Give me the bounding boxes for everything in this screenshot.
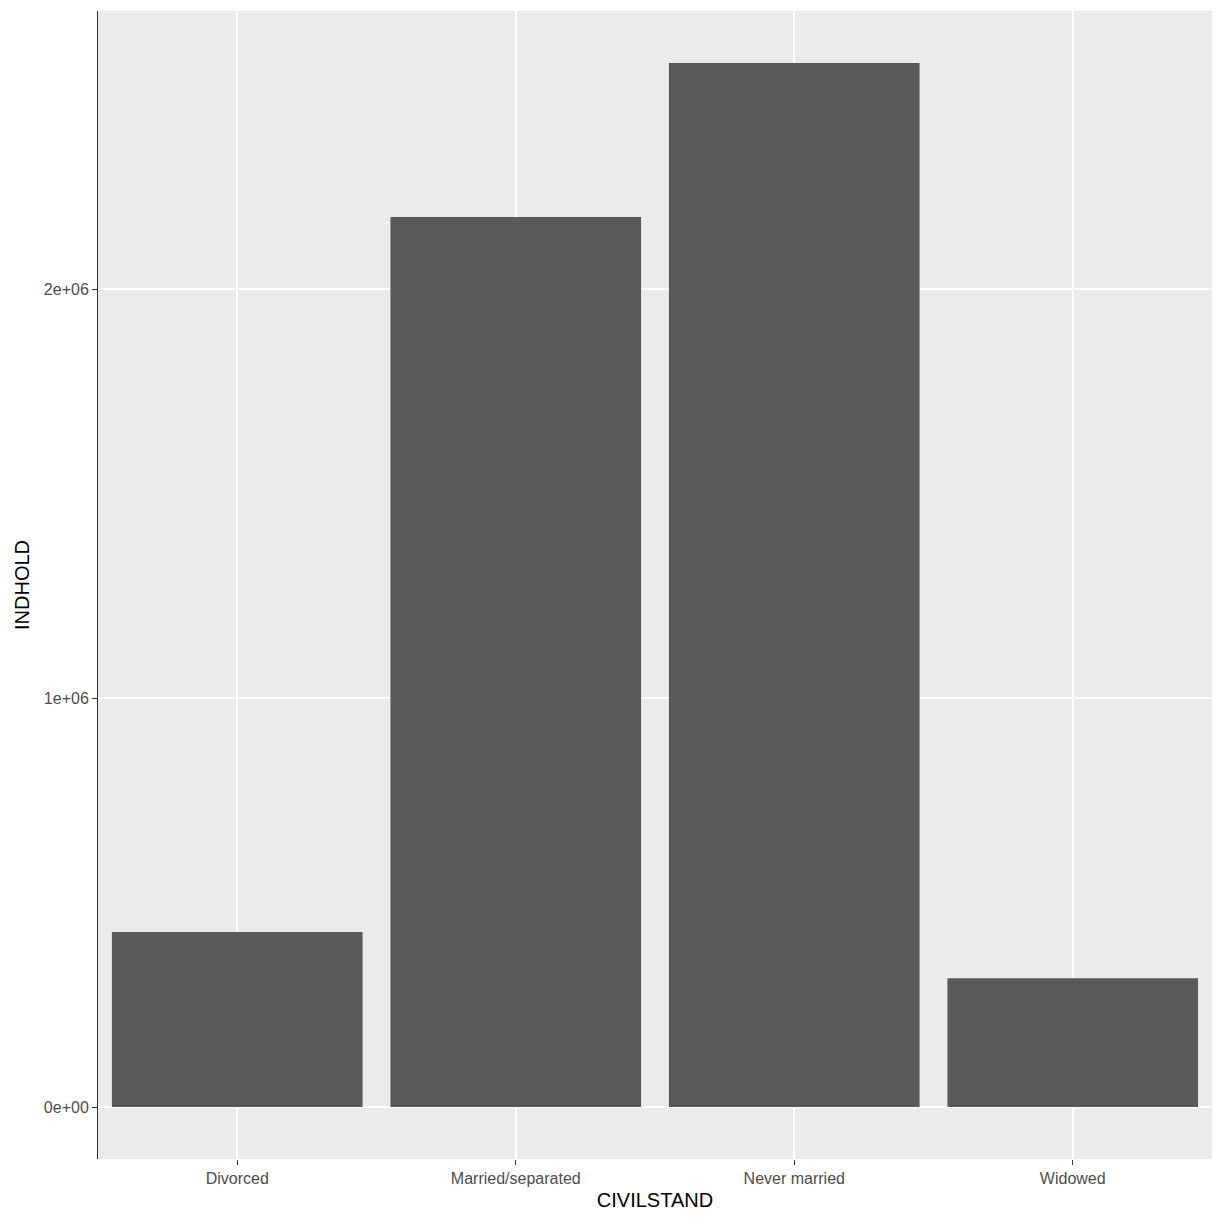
svg-text:CIVILSTAND: CIVILSTAND (597, 1189, 713, 1211)
svg-text:1e+06: 1e+06 (44, 690, 89, 707)
svg-text:Widowed: Widowed (1040, 1170, 1106, 1187)
svg-text:2e+06: 2e+06 (44, 281, 89, 298)
svg-text:Never married: Never married (744, 1170, 845, 1187)
svg-text:0e+00: 0e+00 (44, 1099, 89, 1116)
svg-text:Divorced: Divorced (206, 1170, 269, 1187)
svg-text:INDHOLD: INDHOLD (11, 540, 33, 630)
svg-text:Married/separated: Married/separated (451, 1170, 581, 1187)
